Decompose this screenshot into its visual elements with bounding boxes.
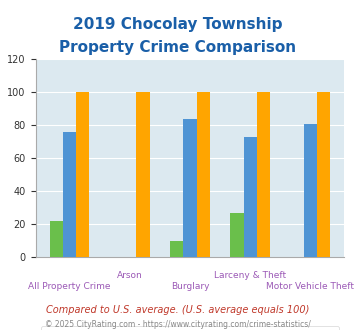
Bar (197, 92, 210, 257)
Bar (230, 213, 244, 257)
Text: Property Crime Comparison: Property Crime Comparison (59, 40, 296, 54)
Bar (304, 124, 317, 257)
Text: Burglary: Burglary (171, 282, 209, 291)
Text: Arson: Arson (117, 271, 143, 280)
Bar (244, 137, 257, 257)
Text: Motor Vehicle Theft: Motor Vehicle Theft (267, 282, 354, 291)
Bar (136, 92, 149, 257)
Bar (257, 92, 270, 257)
Text: © 2025 CityRating.com - https://www.cityrating.com/crime-statistics/: © 2025 CityRating.com - https://www.city… (45, 320, 310, 329)
Text: 2019 Chocolay Township: 2019 Chocolay Township (73, 16, 282, 31)
Bar (76, 92, 89, 257)
Bar (317, 92, 330, 257)
Text: Larceny & Theft: Larceny & Theft (214, 271, 286, 280)
Text: Compared to U.S. average. (U.S. average equals 100): Compared to U.S. average. (U.S. average … (46, 305, 309, 315)
Text: All Property Crime: All Property Crime (28, 282, 111, 291)
Bar (63, 132, 76, 257)
Legend: Chocolay Township, Michigan, National: Chocolay Township, Michigan, National (41, 326, 339, 330)
Bar (50, 221, 63, 257)
Bar (183, 119, 197, 257)
Bar (170, 241, 183, 257)
